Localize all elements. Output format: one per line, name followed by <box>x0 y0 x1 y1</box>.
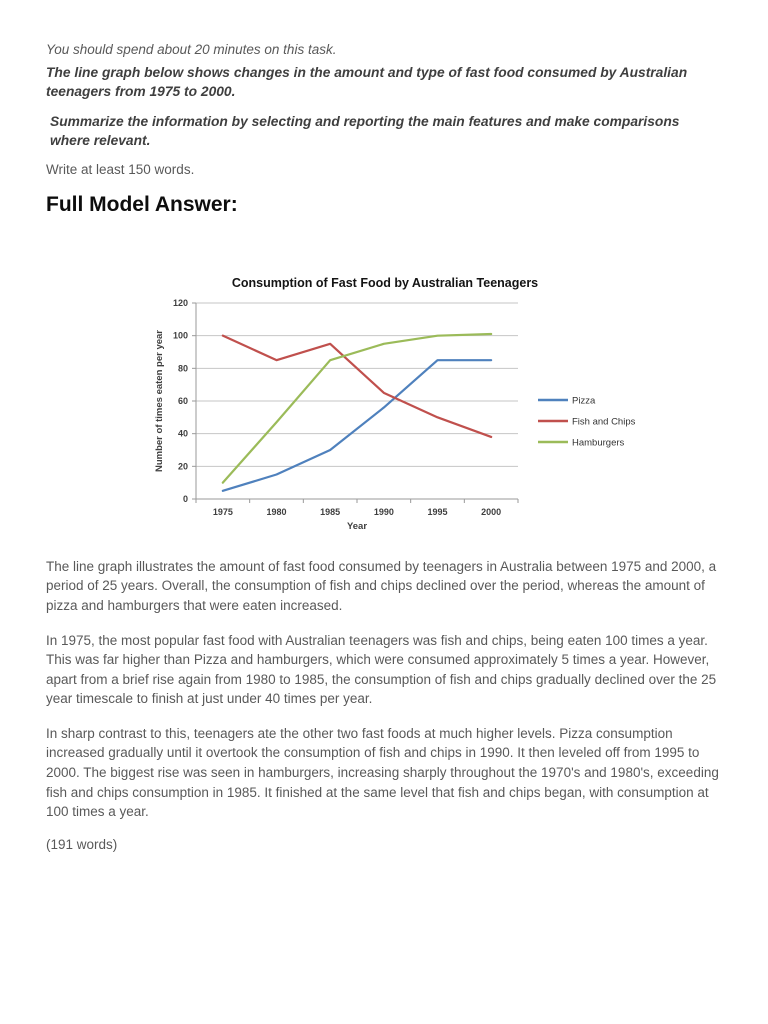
y-tick-label: 20 <box>178 461 188 471</box>
page-title: Full Model Answer: <box>46 192 238 216</box>
fast-food-consumption-chart: Consumption of Fast Food by Australian T… <box>150 269 666 542</box>
page-content: You should spend about 20 minutes on thi… <box>46 42 719 852</box>
series-line-pizza <box>221 358 493 492</box>
x-axis-title: Year <box>347 521 367 532</box>
legend-label-hamburgers: Hamburgers <box>572 437 625 448</box>
legend-label-pizza: Pizza <box>572 395 596 406</box>
answer-paragraph-1: The line graph illustrates the amount of… <box>46 558 717 613</box>
answer-paragraph-3: In sharp contrast to this, teenagers ate… <box>46 725 719 820</box>
time-instruction: You should spend about 20 minutes on thi… <box>46 42 337 57</box>
chart-title: Consumption of Fast Food by Australian T… <box>232 276 538 290</box>
word-count: (191 words) <box>46 836 118 852</box>
summarize-instruction: Summarize the information by selecting a… <box>50 113 680 149</box>
x-tick-label: 1990 <box>374 507 394 517</box>
x-tick-label: 1985 <box>320 507 340 517</box>
y-tick-label: 40 <box>178 429 188 439</box>
fast-food-chart-svg: Consumption of Fast Food by Australian T… <box>154 276 636 532</box>
y-tick-label: 120 <box>173 298 188 308</box>
y-tick-label: 0 <box>183 494 188 504</box>
word-requirement: Write at least 150 words. <box>46 161 195 177</box>
x-tick-label: 2000 <box>481 507 501 517</box>
y-tick-label: 80 <box>178 363 188 373</box>
y-axis-title: Number of times eaten per year <box>154 330 165 472</box>
series-line-hamburgers <box>221 332 493 484</box>
x-tick-label: 1975 <box>213 507 233 517</box>
answer-paragraph-2: In 1975, the most popular fast food with… <box>46 632 717 707</box>
y-tick-label: 100 <box>173 331 188 341</box>
x-tick-label: 1980 <box>266 507 286 517</box>
series-line-fish-and-chips <box>221 334 493 438</box>
legend-label-fish-and-chips: Fish and Chips <box>572 416 636 427</box>
x-tick-label: 1995 <box>427 507 447 517</box>
y-tick-label: 60 <box>178 396 188 406</box>
task-description: The line graph below shows changes in th… <box>46 64 688 100</box>
